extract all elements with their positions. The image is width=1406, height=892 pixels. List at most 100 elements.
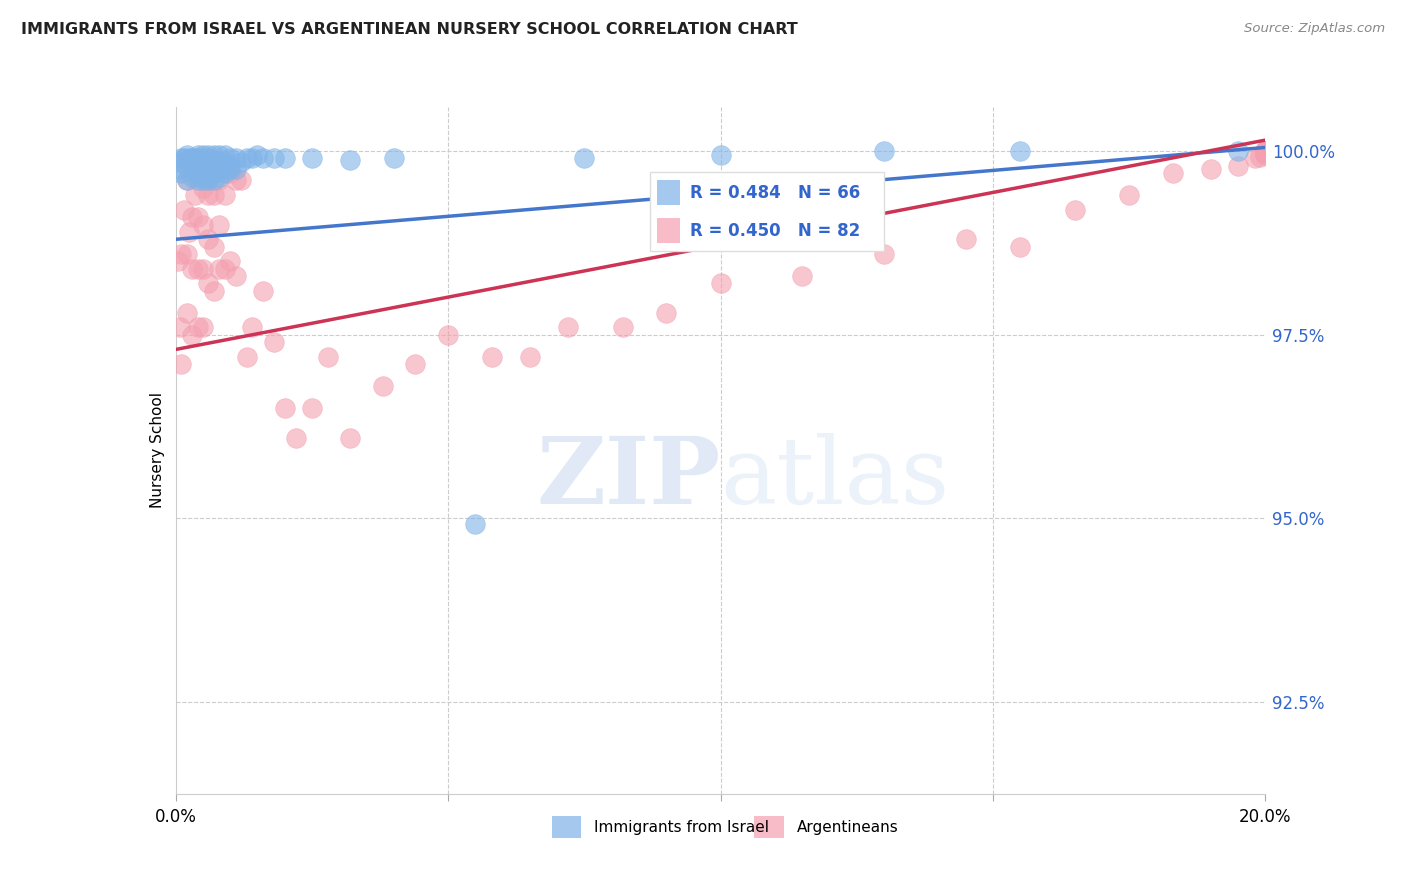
- Point: [208, 261, 231, 276]
- Point: [184, 152, 207, 166]
- Point: [219, 254, 242, 268]
- Point: [191, 261, 214, 276]
- Point: [202, 159, 225, 173]
- Point: [186, 211, 209, 225]
- Point: [181, 162, 204, 177]
- Point: [170, 247, 193, 261]
- Y-axis label: Nursery School: Nursery School: [149, 392, 165, 508]
- Point: [252, 152, 274, 166]
- Point: [1249, 150, 1271, 164]
- Point: [214, 148, 236, 162]
- Point: [202, 166, 225, 180]
- Point: [197, 169, 219, 184]
- Point: [235, 350, 257, 364]
- Point: [197, 152, 219, 166]
- Point: [202, 159, 225, 173]
- Point: [173, 202, 195, 217]
- Point: [214, 155, 236, 169]
- Point: [176, 173, 198, 187]
- Point: [1254, 144, 1277, 158]
- Point: [202, 239, 225, 253]
- Point: [382, 152, 405, 166]
- Point: [240, 320, 263, 334]
- Point: [186, 173, 209, 187]
- Point: [219, 152, 242, 166]
- Point: [437, 327, 460, 342]
- Point: [1118, 188, 1140, 202]
- Point: [574, 152, 596, 166]
- Text: R = 0.484   N = 66: R = 0.484 N = 66: [689, 184, 860, 202]
- Point: [284, 431, 307, 445]
- Point: [169, 155, 191, 169]
- Point: [339, 431, 361, 445]
- Point: [214, 188, 236, 202]
- Point: [186, 148, 209, 162]
- Point: [191, 320, 214, 334]
- Point: [263, 152, 285, 166]
- Point: [191, 162, 214, 177]
- Point: [1243, 152, 1265, 166]
- Point: [1063, 202, 1085, 217]
- Text: R = 0.450   N = 82: R = 0.450 N = 82: [689, 222, 860, 240]
- Text: Source: ZipAtlas.com: Source: ZipAtlas.com: [1244, 22, 1385, 36]
- Point: [181, 155, 204, 169]
- Point: [1227, 144, 1250, 158]
- Point: [181, 211, 204, 225]
- Point: [186, 166, 209, 180]
- Point: [1254, 144, 1277, 158]
- Point: [197, 148, 219, 162]
- Point: [318, 350, 340, 364]
- Point: [208, 148, 231, 162]
- Point: [191, 181, 214, 195]
- Point: [208, 173, 231, 187]
- Point: [1254, 145, 1277, 160]
- Point: [169, 162, 191, 177]
- Point: [252, 284, 274, 298]
- Point: [231, 173, 253, 187]
- Point: [202, 153, 225, 167]
- Point: [191, 173, 214, 187]
- Point: [955, 232, 977, 246]
- Point: [557, 320, 579, 334]
- Point: [202, 188, 225, 202]
- Point: [181, 166, 204, 180]
- Point: [176, 159, 198, 173]
- Point: [197, 188, 219, 202]
- Point: [197, 232, 219, 246]
- Point: [184, 188, 207, 202]
- Point: [191, 169, 214, 184]
- Point: [274, 152, 297, 166]
- Point: [208, 155, 231, 169]
- Point: [191, 218, 214, 232]
- Point: [792, 268, 814, 283]
- Bar: [754, 816, 783, 838]
- Point: [179, 152, 201, 166]
- Point: [263, 335, 285, 350]
- Point: [240, 152, 263, 166]
- Text: atlas: atlas: [721, 433, 950, 523]
- Point: [191, 159, 214, 173]
- Point: [208, 218, 231, 232]
- Point: [176, 247, 198, 261]
- Point: [225, 162, 247, 177]
- Bar: [657, 180, 681, 205]
- Point: [231, 155, 253, 169]
- Point: [170, 152, 193, 166]
- Point: [181, 169, 204, 184]
- Point: [186, 159, 209, 173]
- Point: [202, 284, 225, 298]
- Point: [1254, 145, 1277, 160]
- Point: [214, 261, 236, 276]
- Point: [181, 261, 204, 276]
- Point: [197, 277, 219, 291]
- Point: [519, 350, 541, 364]
- Point: [219, 159, 242, 173]
- Point: [197, 155, 219, 169]
- Point: [186, 166, 209, 180]
- Point: [235, 152, 257, 166]
- Point: [202, 148, 225, 162]
- Point: [225, 152, 247, 166]
- Text: ZIP: ZIP: [536, 433, 721, 523]
- Point: [873, 144, 896, 158]
- Point: [274, 401, 297, 416]
